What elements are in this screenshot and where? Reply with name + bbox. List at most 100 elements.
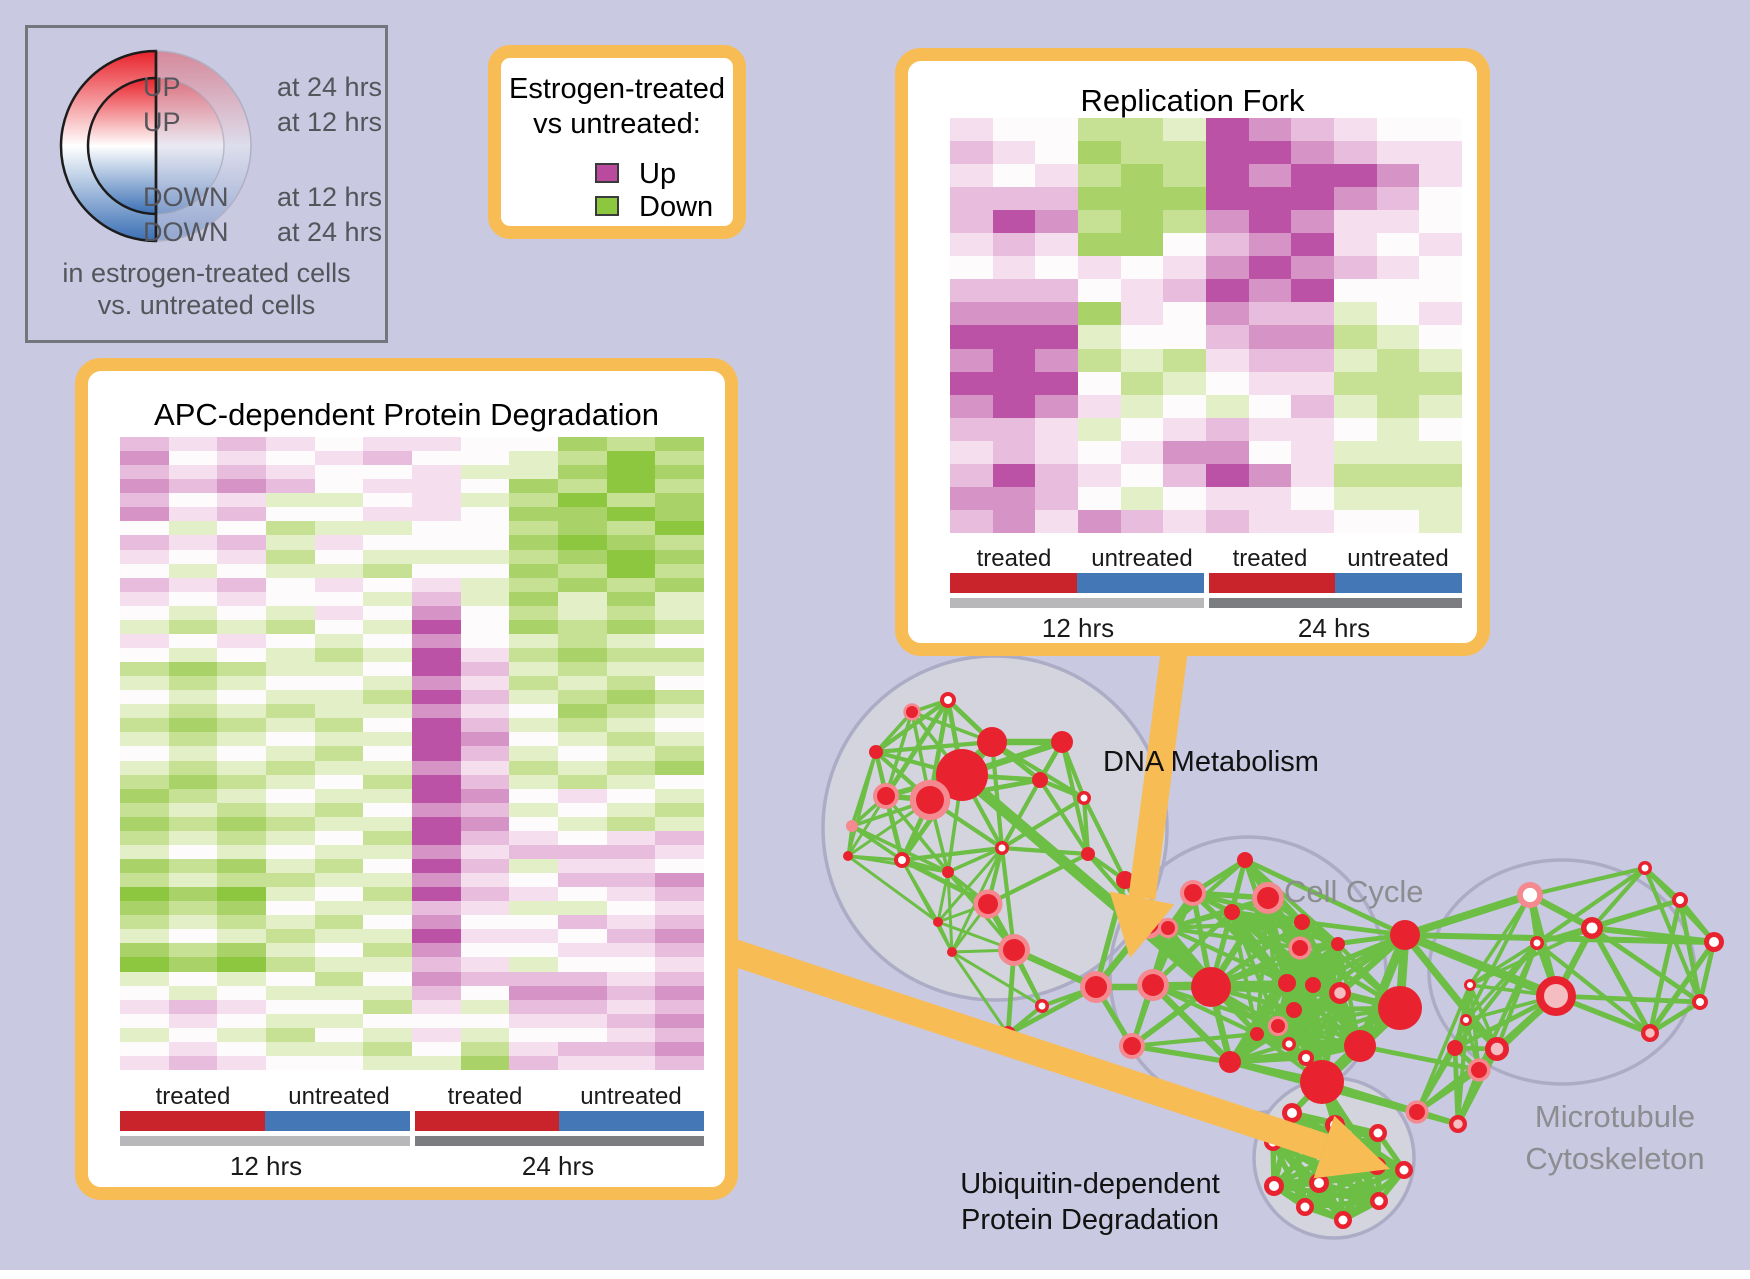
heatmap-cell [558,563,607,578]
network-edge [1243,858,1340,946]
heatmap-cell [460,971,510,986]
heatmap-cell [266,901,315,916]
heatmap-cell [1291,348,1334,372]
heatmap-cell [460,437,510,452]
time-graybar [120,1136,704,1146]
heatmap-cell [168,437,218,452]
heatmap-cell [606,971,656,986]
heatmap-cell [120,943,169,958]
heatmap-cell [314,718,364,733]
callout-arrow-shaft [721,937,1329,1160]
heatmap-cell [168,844,218,859]
ring-legend-row: UP at 24 hrs [143,72,382,103]
heatmap-cell [363,732,412,747]
hrs24-bar [1208,598,1462,608]
heatmap-cell [460,957,510,972]
heatmap-cell [558,605,607,620]
heatmap-cell [120,662,169,677]
time-span-label: 24 hrs [1297,613,1371,643]
heatmap-cell [509,788,558,803]
gene-node [1453,1119,1463,1129]
heatmap-cell [1248,302,1292,326]
time-label: at 24 hrs [277,217,383,247]
hrs12-bar [120,1136,410,1146]
heatmap-cell [217,718,266,733]
heatmap-cell [168,1027,218,1042]
heatmap-cell [412,929,461,944]
gene-node [1219,1051,1241,1073]
cluster-label-line: Ubiquitin-dependent [960,1168,1220,1200]
heatmap-cell [1120,233,1164,257]
heatmap-cell [1163,486,1206,510]
heatmap-cell [606,873,656,888]
heatmap-cell [606,760,656,775]
heatmap-cell [217,873,266,888]
heatmap-cell [266,451,315,466]
heatmap-cell [314,591,364,606]
network-edge [1152,983,1258,1036]
heatmap-cell [509,732,558,747]
heatmap-cell [460,1013,510,1028]
heatmap-cell [168,858,218,874]
network-edge [1359,1043,1480,1073]
heatmap-cell [120,844,169,859]
heatmap-cell [606,521,656,536]
heatmap-cell [120,535,169,550]
network-edge [1403,930,1558,1001]
heatmap-cell [412,451,461,466]
heatmap-cell [314,915,364,930]
heatmap-cell [950,210,993,234]
heatmap-cell [606,647,656,663]
heatmap-cell [1163,325,1206,349]
heatmap-cell [266,633,315,648]
heatmap-cell [363,971,412,986]
heatmap-cell [266,788,315,803]
gene-node [978,894,998,914]
heatmap-cell [412,507,461,522]
time-span-label: 24 hrs [521,1151,595,1181]
heatmap-cell [509,662,558,677]
heatmap-cell [992,417,1036,441]
heatmap-cell [992,463,1036,487]
gene-node [846,820,858,832]
heatmap-cell [606,1013,656,1028]
gene-node [1116,871,1134,889]
heatmap-cell [314,774,364,789]
network-edge [1000,778,1042,850]
heatmap-cell [120,999,169,1014]
gene-node [1224,904,1240,920]
heatmap-cell [1163,371,1206,395]
network-edge [1059,741,1091,855]
heatmap-cell [314,732,364,747]
heatmap-cell [120,1027,169,1042]
ring-legend-row: DOWN at 24 hrs [143,217,382,248]
heatmap-cell [950,440,993,464]
heatmap-cell [1206,463,1249,487]
heatmap-cell [992,348,1036,372]
heatmap-cell [606,844,656,859]
heatmap-cell [266,704,315,719]
heatmap-cell [217,690,266,705]
heatmap-cell [217,1027,266,1042]
heatmap-cell [120,619,169,634]
time-graybar [950,598,1462,608]
heatmap-cell [509,760,558,775]
network-edge [1403,891,1532,939]
heatmap-cell [558,887,607,902]
heatmap-cell [120,774,169,789]
heatmap-cell [1334,118,1377,142]
heatmap-cell [1035,463,1078,487]
heatmap-cell [363,437,412,452]
heatmap-cell [606,465,656,480]
heatmap-cell [314,844,364,859]
heatmap-cell [168,802,218,817]
heatmap-cell [314,816,364,831]
heatmap-cell [655,971,704,986]
heatmap-cell [655,760,704,775]
heatmap-cell [120,493,169,508]
network-edge [884,794,950,874]
heatmap-cell [1419,210,1462,234]
heatmap-cell [460,774,510,789]
heatmap-cell [1334,394,1377,418]
heatmap-cell [412,465,461,480]
